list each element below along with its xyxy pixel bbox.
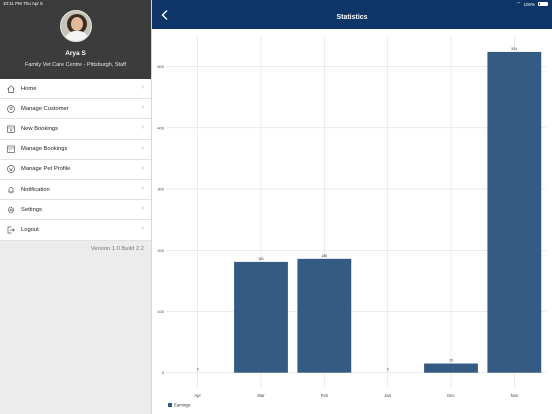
sidebar-item-manage-bookings[interactable]: Manage Bookings › [0,140,151,160]
sidebar-item-label: New Bookings [21,125,59,132]
logout-icon [7,226,15,234]
customer-icon [7,104,15,113]
sidebar-item-label: Notification [21,186,50,193]
back-icon[interactable] [160,9,170,21]
status-right: ◠ 100% [517,1,548,7]
sidebar: Arya S Family Vet Care Centre - Pittsbur… [0,0,152,414]
battery-icon [538,1,548,7]
chevron-right-icon: › [141,84,144,91]
page-title: Statistics [336,14,368,21]
legend-label: Earnings [174,403,191,408]
chevron-right-icon: › [141,104,144,112]
statistics-chart: 0 100 200 300 400 500 0 Apr 181 Mar 186 Feb 0 Jan 15 De… [157,36,546,408]
y-tick-label: 100 [157,309,164,314]
chevron-right-icon: › [141,164,144,172]
y-tick-label: 500 [157,64,164,69]
chevron-right-icon: › [141,144,144,152]
bar-value-label: 186 [321,254,327,258]
sidebar-item-new-bookings[interactable]: New Bookings › [0,119,151,140]
avatar[interactable] [60,10,92,42]
y-tick-label: 0 [162,370,165,375]
bar [234,261,288,373]
bar-value-label: 0 [387,368,389,372]
navigation-bar: Statistics [152,0,552,29]
sidebar-menu: Home › Manage Customer › New Bookings › … [0,79,151,241]
chevron-right-icon: › [141,124,144,132]
sidebar-item-home[interactable]: Home › [0,79,151,100]
bell-icon [7,186,15,194]
profile-name: Arya S [65,50,86,57]
profile-header: Arya S Family Vet Care Centre - Pittsbur… [0,0,151,79]
wifi-icon: ◠ [516,1,521,6]
sidebar-item-manage-pet-profile[interactable]: Manage Pet Profile › [0,160,151,180]
battery-percent: 100% [523,1,535,7]
new-booking-icon [7,125,15,133]
gear-icon [7,206,15,214]
y-tick-label: 200 [157,248,164,253]
sidebar-item-label: Settings [21,206,42,213]
x-tick-label: Jan [384,393,391,398]
sidebar-item-label: Logout [21,226,39,233]
x-tick-label: Dec [447,393,454,398]
bar-value-label: 181 [258,257,264,261]
bar-value-label: 15 [449,359,453,363]
main-panel: Statistics 0 100 200 300 400 500 0 Apr 181 Mar 186… [152,0,552,414]
pet-icon [7,165,15,174]
x-tick-label: Feb [321,393,329,398]
sidebar-item-logout[interactable]: Logout › [0,220,151,241]
sidebar-item-label: Manage Customer [21,105,69,112]
calendar-icon [7,145,15,153]
bar [487,51,542,373]
status-time: 10:11 PM Thu Apr 5 [3,1,43,6]
x-tick-label: Mar [257,393,265,398]
bar-value-label: 524 [511,47,517,51]
chevron-right-icon: › [141,205,144,213]
bar [424,363,478,373]
version-text: Version 1.0 Build 2.2 [90,246,144,252]
bar-value-label: 0 [197,368,199,372]
profile-subtitle: Family Vet Care Centre - Pittsburgh, Sta… [24,62,127,68]
bar [297,258,352,373]
x-tick-label: Apr [194,393,201,398]
x-tick-label: Nov [511,393,519,398]
y-tick-label: 300 [157,187,164,192]
home-icon [7,84,15,93]
sidebar-item-label: Manage Pet Profile [21,166,71,173]
sidebar-item-label: Manage Bookings [21,146,68,153]
chevron-right-icon: › [141,184,144,192]
y-tick-label: 400 [157,125,164,130]
sidebar-item-settings[interactable]: Settings › [0,200,151,221]
status-bar: 10:11 PM Thu Apr 5 ◠ 100% [0,0,552,8]
sidebar-item-label: Home [21,85,37,92]
legend-swatch [168,403,172,407]
chevron-right-icon: › [141,225,144,233]
sidebar-item-notification[interactable]: Notification › [0,180,151,201]
sidebar-item-manage-customer[interactable]: Manage Customer › [0,99,151,120]
